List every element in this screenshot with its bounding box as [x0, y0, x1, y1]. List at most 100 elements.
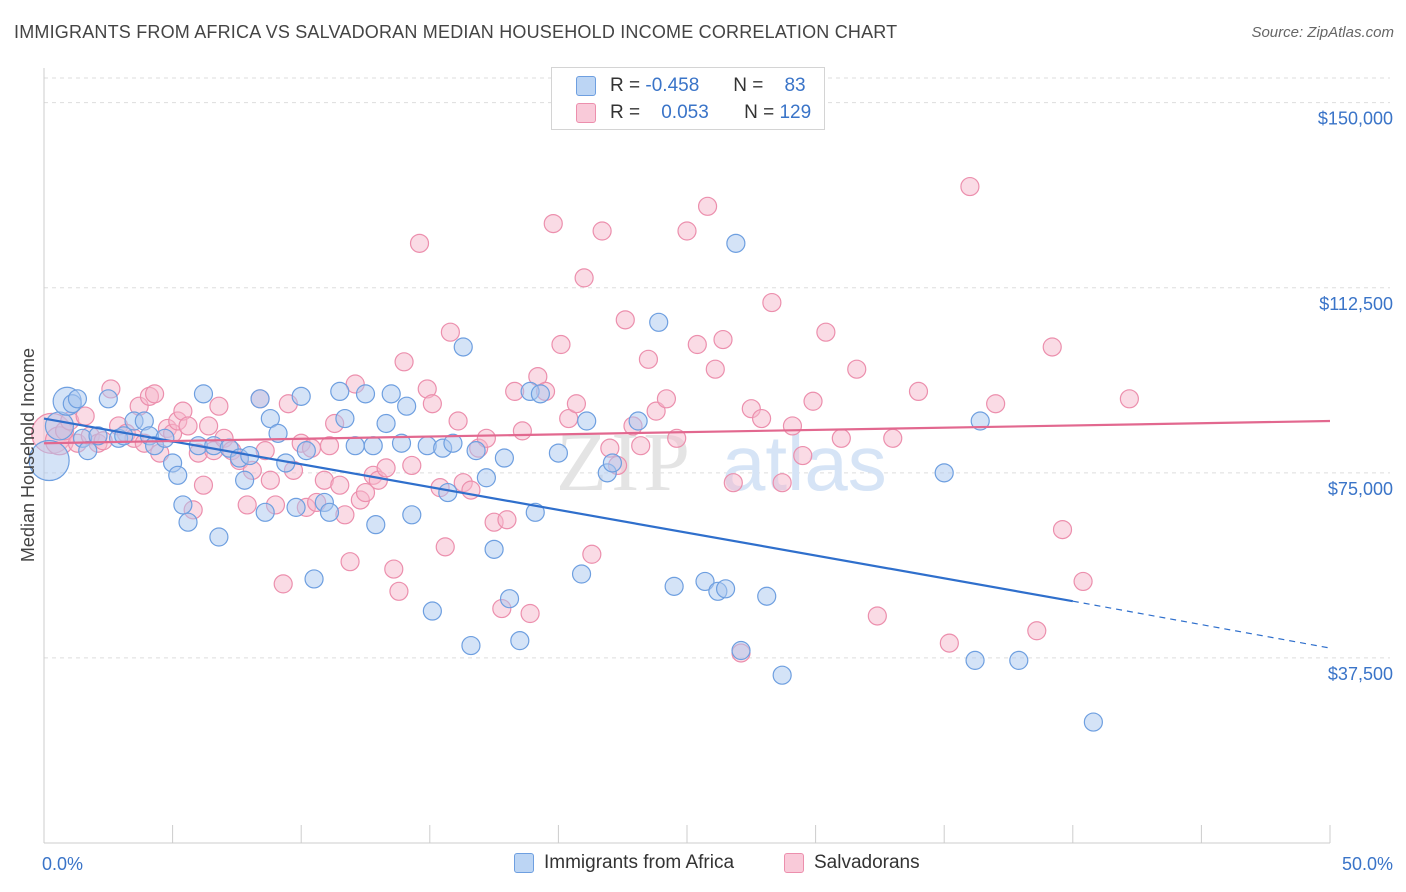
- africa-point: [376, 413, 396, 434]
- africa-point: [319, 502, 340, 522]
- africa-point: [695, 571, 715, 592]
- africa-trend-extension: [1072, 600, 1331, 649]
- africa-point: [173, 495, 193, 515]
- africa-point: [548, 443, 569, 463]
- legend-item-salvadorans[interactable]: Salvadorans: [784, 852, 920, 874]
- trend-lines: [43, 417, 1331, 649]
- africa-point: [934, 463, 954, 483]
- legend-label-africa: Immigrants from Africa: [544, 852, 735, 873]
- legend-r-label: R =: [610, 102, 641, 123]
- africa-point: [304, 569, 324, 589]
- africa-point: [466, 441, 486, 461]
- salvadoran-point: [631, 436, 651, 456]
- salvadoran-point: [656, 389, 677, 409]
- salvadoran-point: [273, 574, 293, 594]
- salvadoran-point: [582, 544, 602, 564]
- africa-point: [268, 423, 288, 443]
- africa-point: [345, 436, 365, 456]
- africa-trend-line: [43, 417, 1073, 603]
- salvadoran-trend-line: [43, 419, 1331, 445]
- salvadoran-point: [409, 233, 430, 253]
- africa-point: [402, 505, 422, 525]
- africa-point: [422, 601, 442, 621]
- africa-point: [628, 411, 648, 431]
- salvadoran-point: [831, 428, 851, 448]
- africa-point: [286, 497, 306, 517]
- legend-item-africa[interactable]: Immigrants from Africa: [514, 852, 734, 874]
- salvadoran-point: [713, 329, 733, 350]
- africa-point: [88, 426, 108, 446]
- salvadoran-point: [422, 394, 442, 414]
- salvadoran-point: [389, 581, 409, 601]
- legend-n-label: N =: [733, 75, 764, 96]
- africa-point: [1083, 712, 1103, 732]
- salvadoran-point: [1119, 389, 1139, 409]
- salvadoran-point: [667, 428, 687, 448]
- salvadoran-point: [908, 381, 929, 402]
- salvadoran-point: [646, 401, 666, 421]
- africa-point: [44, 411, 75, 441]
- salvadoran-point: [394, 352, 414, 372]
- salvadoran-point: [1027, 621, 1047, 641]
- salvadoran-point: [435, 537, 455, 557]
- salvadoran-point: [883, 428, 903, 448]
- africa-point: [649, 312, 669, 332]
- salvadoran-point: [178, 416, 198, 436]
- africa-point: [461, 635, 481, 656]
- salvadoran-point: [723, 473, 743, 493]
- legend-n-value: 83: [784, 75, 806, 96]
- africa-point: [965, 650, 985, 670]
- africa-point: [168, 465, 188, 485]
- legend-swatch-africa: [514, 853, 534, 873]
- salvadoran-point: [1042, 337, 1062, 357]
- salvadoran-point: [340, 552, 360, 572]
- salvadoran-point: [237, 495, 257, 515]
- salvadoran-point: [376, 458, 396, 478]
- salvadorans-points: [31, 176, 1139, 663]
- x-tick-label-max: 50.0%: [1342, 854, 1393, 874]
- africa-point: [381, 384, 401, 404]
- africa-point: [363, 436, 383, 456]
- salvadoran-point: [793, 445, 813, 466]
- africa-point: [98, 389, 118, 409]
- africa-point: [250, 389, 270, 409]
- y-tick-labels: $37,500 $75,000 $112,500 $150,000: [1318, 109, 1393, 684]
- africa-point: [731, 640, 751, 661]
- salvadoran-point: [867, 606, 887, 626]
- africa-point: [757, 586, 777, 606]
- legend-n-value: 129: [779, 102, 812, 123]
- africa-point: [355, 384, 376, 404]
- salvadoran-point: [939, 633, 959, 653]
- salvadoran-point: [497, 510, 517, 530]
- legend-row-salvadorans: R = 0.053 N = 129: [576, 101, 811, 125]
- africa-point: [193, 384, 214, 404]
- salvadoran-point: [762, 292, 782, 313]
- salvadoran-point: [551, 334, 571, 355]
- y-tick-label: $37,500: [1328, 664, 1393, 684]
- africa-point: [484, 539, 504, 559]
- africa-point: [970, 411, 990, 431]
- salvadoran-point: [615, 310, 635, 330]
- africa-point: [209, 527, 229, 547]
- y-tick-label: $75,000: [1328, 479, 1393, 499]
- africa-point: [67, 389, 88, 409]
- salvadoran-point: [697, 196, 718, 216]
- salvadoran-point: [448, 411, 468, 431]
- salvadoran-point: [520, 603, 540, 624]
- legend-n-label: N =: [744, 102, 775, 123]
- salvadoran-point: [803, 391, 823, 411]
- africa-point: [602, 453, 623, 473]
- africa-point: [366, 515, 386, 535]
- africa-point: [255, 502, 275, 522]
- x-tick-label-min: 0.0%: [42, 854, 83, 874]
- legend-label-salvadorans: Salvadorans: [814, 852, 920, 873]
- africa-point: [772, 665, 792, 685]
- salvadoran-point: [847, 359, 867, 379]
- salvadoran-point: [144, 384, 165, 404]
- salvadoran-point: [1052, 519, 1073, 540]
- africa-point: [530, 384, 550, 404]
- africa-point: [577, 411, 597, 431]
- africa-point: [715, 579, 736, 599]
- salvadoran-point: [960, 176, 980, 197]
- chart-title: IMMIGRANTS FROM AFRICA VS SALVADORAN MED…: [14, 22, 898, 42]
